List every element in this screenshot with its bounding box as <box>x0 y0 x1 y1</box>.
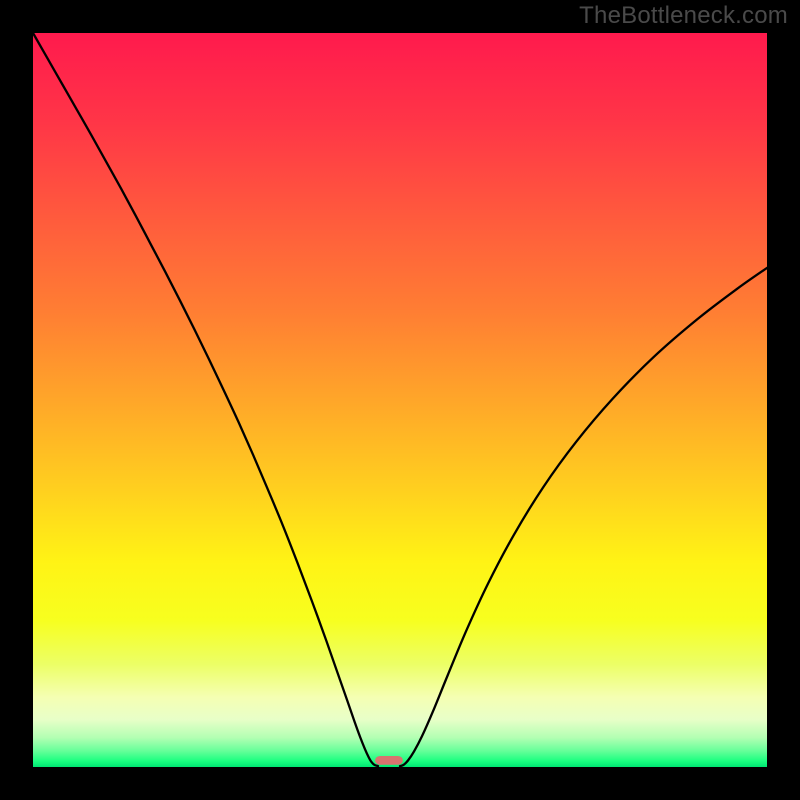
watermark-label: TheBottleneck.com <box>579 2 788 29</box>
bottleneck-chart <box>0 0 800 800</box>
gradient-background <box>33 33 767 767</box>
watermark-text: TheBottleneck.com <box>579 2 788 30</box>
optimal-marker <box>375 756 403 765</box>
chart-stage: TheBottleneck.com <box>0 0 800 800</box>
